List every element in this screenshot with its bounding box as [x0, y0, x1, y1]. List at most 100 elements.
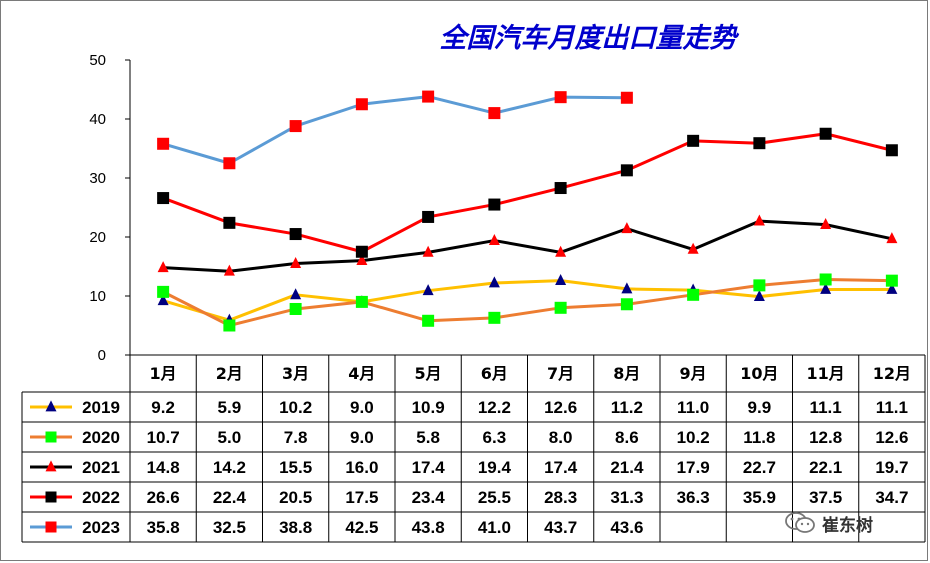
x-category-label: 2月	[216, 364, 243, 383]
legend-key-marker-2023	[45, 521, 57, 533]
series-lines	[162, 95, 893, 327]
data-point-2021	[753, 214, 765, 226]
data-point-2021	[886, 232, 898, 244]
data-point-2022	[753, 137, 766, 150]
table-value: 43.7	[544, 518, 577, 537]
table-value: 9.2	[151, 398, 175, 417]
table-value: 10.2	[279, 398, 312, 417]
x-category-label: 3月	[282, 364, 309, 383]
table-value: 11.1	[810, 398, 842, 417]
legend-series-name: 2022	[82, 488, 120, 507]
x-category-label: 12月	[873, 364, 911, 383]
data-point-2020	[223, 319, 236, 332]
table-value: 35.9	[743, 488, 776, 507]
table-value: 25.5	[478, 488, 511, 507]
legend-series-name: 2020	[82, 428, 120, 447]
x-category-label: 5月	[415, 364, 442, 383]
y-tick-label: 40	[89, 111, 106, 128]
data-point-2022	[687, 134, 700, 147]
table-value: 42.5	[345, 518, 378, 537]
y-tick-label: 0	[98, 347, 106, 364]
data-point-2022	[223, 216, 236, 229]
legend-series-name: 2019	[82, 398, 120, 417]
table-value: 12.2	[478, 398, 511, 417]
table-value: 12.6	[875, 428, 908, 447]
series-line-2023	[162, 95, 627, 165]
data-point-2023	[157, 137, 170, 150]
data-point-2020	[289, 302, 302, 315]
wechat-icon	[785, 512, 815, 533]
legend-key-marker-2019	[45, 400, 57, 412]
x-category-label: 6月	[481, 364, 508, 383]
table-value: 10.9	[412, 398, 445, 417]
table-value: 38.8	[279, 518, 312, 537]
data-point-2021	[488, 233, 500, 245]
data-point-2023	[289, 120, 302, 133]
table-value: 9.0	[350, 398, 374, 417]
series-line-2022	[162, 132, 893, 254]
table-value: 17.4	[544, 458, 578, 477]
x-category-label: 8月	[613, 364, 640, 383]
table-value: 11.0	[677, 398, 709, 417]
data-point-2023	[620, 91, 633, 104]
data-point-2023	[355, 98, 368, 111]
table-value: 12.6	[544, 398, 577, 417]
data-point-2019	[820, 282, 832, 294]
series-markers	[157, 90, 898, 332]
data-point-2021	[555, 245, 567, 257]
table-value: 15.5	[279, 458, 312, 477]
data-point-2023	[488, 107, 501, 120]
data-point-2020	[422, 314, 435, 327]
table-value: 11.2	[611, 398, 643, 417]
table-value: 5.8	[416, 428, 440, 447]
data-point-2022	[355, 245, 368, 258]
legend-key-marker-2022	[45, 491, 57, 503]
table-value: 43.6	[610, 518, 643, 537]
table-value: 28.3	[544, 488, 577, 507]
table-value: 22.1	[809, 458, 842, 477]
table-value: 7.8	[284, 428, 308, 447]
data-point-2023	[223, 157, 236, 170]
data-point-2020	[488, 311, 501, 324]
data-point-2022	[620, 164, 633, 177]
data-table: 1月 2月 3月 4月 5月 6月 7月 8月 9月 10月 11月 12月 2019 9.2 5.9 10.…	[21, 354, 926, 543]
table-value: 22.4	[213, 488, 247, 507]
x-category-label: 7月	[547, 364, 574, 383]
data-point-2021	[290, 256, 302, 268]
data-point-2022	[422, 210, 435, 223]
data-point-2019	[753, 289, 765, 301]
legend-key-marker-2020	[45, 431, 57, 443]
table-value: 14.2	[213, 458, 246, 477]
data-point-2020	[554, 301, 567, 314]
watermark-text: 崔东树	[822, 515, 873, 536]
data-point-2019	[157, 294, 169, 306]
series-line-2020	[162, 277, 892, 327]
series-line-2019	[162, 279, 892, 322]
table-value: 10.7	[147, 428, 180, 447]
table-value: 10.2	[677, 428, 710, 447]
data-point-2022	[819, 127, 832, 140]
data-point-2020	[687, 288, 700, 301]
table-value: 5.0	[218, 428, 242, 447]
table-value: 26.6	[147, 488, 180, 507]
table-value: 23.4	[412, 488, 446, 507]
legend-key-marker-2021	[45, 460, 57, 472]
data-point-2022	[157, 192, 170, 205]
table-value: 35.8	[147, 518, 180, 537]
data-point-2022	[554, 182, 567, 195]
table-value: 6.3	[483, 428, 507, 447]
table-value: 34.7	[875, 488, 908, 507]
data-point-2019	[488, 276, 500, 288]
table-value: 19.4	[478, 458, 512, 477]
data-point-2021	[820, 218, 832, 230]
table-value: 19.7	[875, 458, 908, 477]
data-point-2019	[886, 282, 898, 294]
table-value: 17.9	[677, 458, 710, 477]
table-value: 17.5	[345, 488, 378, 507]
table-value: 21.4	[610, 458, 644, 477]
table-value: 16.0	[345, 458, 378, 477]
table-value: 5.9	[218, 398, 242, 417]
data-point-2022	[488, 198, 501, 211]
